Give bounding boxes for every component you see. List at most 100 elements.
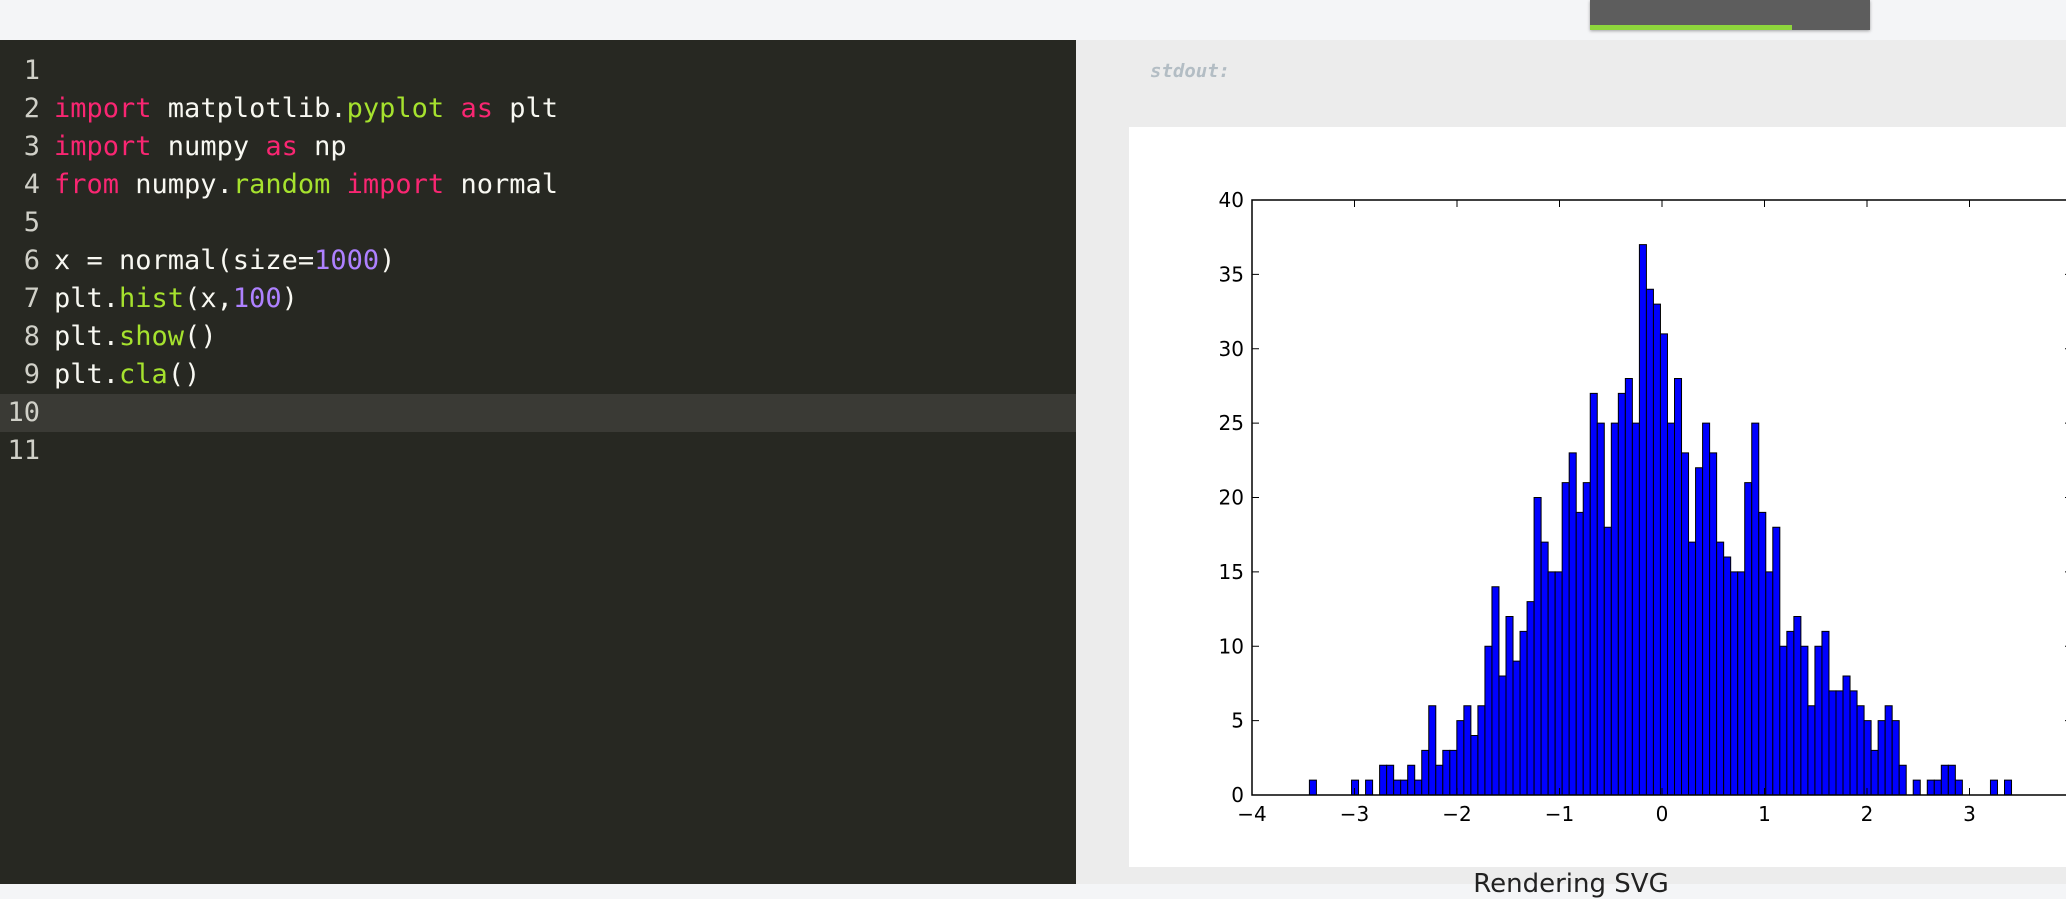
code-token: 1000 [314, 245, 379, 276]
code-line[interactable]: 7 plt.hist(x,100) [0, 280, 1076, 318]
line-number: 1 [0, 52, 40, 90]
line-number: 4 [0, 166, 40, 204]
histogram-bar [1576, 512, 1583, 795]
histogram-bar [1724, 557, 1731, 795]
y-tick-label: 30 [1219, 337, 1244, 361]
histogram-bar [1864, 721, 1871, 795]
histogram-bar [1955, 780, 1962, 795]
histogram-bar [1871, 750, 1878, 795]
code-token: plt [493, 93, 558, 124]
histogram-bar [1653, 304, 1660, 795]
histogram-bar [1436, 765, 1443, 795]
histogram-bar [1485, 646, 1492, 795]
histogram-bar [1857, 706, 1864, 795]
histogram-bar [1450, 750, 1457, 795]
code-token: numpy. [119, 169, 233, 200]
histogram-bar [1689, 542, 1696, 795]
histogram-bar [1794, 617, 1801, 796]
histogram-bar [1731, 572, 1738, 795]
y-tick-label: 40 [1219, 188, 1244, 212]
code-token: pyplot [347, 93, 445, 124]
histogram-bar [1752, 423, 1759, 795]
histogram-bar [1941, 765, 1948, 795]
histogram-bar [1492, 587, 1499, 795]
run-status-bar [1590, 0, 1870, 30]
histogram-bar [1934, 780, 1941, 795]
histogram-bar [1366, 780, 1373, 795]
y-tick-label: 10 [1219, 634, 1244, 658]
code-token: plt. [54, 359, 119, 390]
code-token: plt. [54, 283, 119, 314]
histogram-bar [1836, 691, 1843, 795]
code-line[interactable]: 1 [0, 52, 1076, 90]
code-token: () [184, 321, 217, 352]
histogram-bar [1597, 423, 1604, 795]
histogram-bar [1660, 334, 1667, 795]
plot-caption: Rendering SVG [1076, 869, 2066, 899]
histogram-bar [1478, 706, 1485, 795]
histogram-bar [1717, 542, 1724, 795]
code-line[interactable]: 5 [0, 204, 1076, 242]
code-token: import [347, 169, 445, 200]
histogram-bar [1639, 245, 1646, 795]
code-token: from [54, 169, 119, 200]
histogram-bar [1815, 646, 1822, 795]
histogram-bar [1710, 453, 1717, 795]
histogram-bar [1850, 691, 1857, 795]
y-tick-label: 25 [1219, 411, 1244, 435]
line-number: 11 [0, 432, 40, 470]
histogram-bar [1387, 765, 1394, 795]
x-tick-label: 2 [1861, 802, 1874, 826]
histogram-bar [1646, 289, 1653, 795]
histogram-bar [1667, 423, 1674, 795]
histogram-bar [1457, 721, 1464, 795]
plot-output: −4−3−2−1012340510152025303540 [1129, 127, 2066, 867]
code-token [330, 169, 346, 200]
line-number: 10 [0, 394, 40, 432]
histogram-bar [1745, 483, 1752, 795]
code-text: plt.hist(x,100) [54, 280, 298, 318]
x-tick-label: 3 [1963, 802, 1976, 826]
code-text: import matplotlib.pyplot as plt [54, 90, 558, 128]
histogram-bar [1401, 780, 1408, 795]
histogram-bar [1352, 780, 1359, 795]
histogram-bar [1513, 661, 1520, 795]
code-token: plt. [54, 321, 119, 352]
code-line[interactable]: 11 [0, 432, 1076, 470]
code-line[interactable]: 10 [0, 394, 1076, 432]
histogram-bar [1520, 631, 1527, 795]
histogram-bar [1696, 468, 1703, 795]
code-token: as [265, 131, 298, 162]
histogram-bar [1569, 453, 1576, 795]
histogram-bar [1913, 780, 1920, 795]
code-token: as [460, 93, 493, 124]
code-token: normal [444, 169, 558, 200]
y-tick-label: 0 [1231, 783, 1244, 807]
histogram-bar [1899, 765, 1906, 795]
x-tick-label: −3 [1340, 802, 1369, 826]
histogram-bar [1829, 691, 1836, 795]
code-token: import [54, 93, 152, 124]
top-bar [0, 0, 2066, 41]
code-token: matplotlib. [152, 93, 347, 124]
histogram-bar [1885, 706, 1892, 795]
histogram-bar [1394, 780, 1401, 795]
code-token: np [298, 131, 347, 162]
histogram-bar [1822, 631, 1829, 795]
code-text: import numpy as np [54, 128, 347, 166]
histogram-bar [1618, 393, 1625, 795]
code-text: plt.show() [54, 318, 217, 356]
line-number: 7 [0, 280, 40, 318]
histogram-bar [1611, 423, 1618, 795]
x-tick-label: 1 [1758, 802, 1771, 826]
histogram-bar [1675, 379, 1682, 796]
code-token: x = normal(size= [54, 245, 314, 276]
histogram-bar [1878, 721, 1885, 795]
